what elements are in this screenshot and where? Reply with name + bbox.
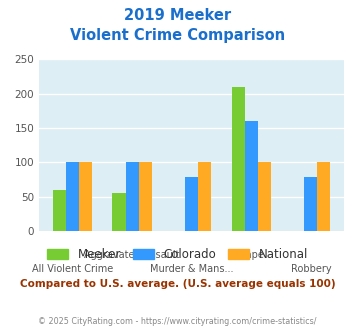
Text: Rape: Rape (239, 250, 264, 260)
Text: 2019 Meeker: 2019 Meeker (124, 8, 231, 23)
Bar (79, 162, 92, 231)
Text: © 2025 CityRating.com - https://www.cityrating.com/crime-statistics/: © 2025 CityRating.com - https://www.city… (38, 317, 317, 326)
Text: Murder & Mans...: Murder & Mans... (150, 264, 234, 274)
Bar (198, 162, 211, 231)
Bar (139, 162, 152, 231)
Bar (317, 162, 331, 231)
Text: Compared to U.S. average. (U.S. average equals 100): Compared to U.S. average. (U.S. average … (20, 279, 335, 289)
Bar (126, 162, 139, 231)
Text: All Violent Crime: All Violent Crime (32, 264, 113, 274)
Bar (304, 178, 317, 231)
Bar (185, 178, 198, 231)
Bar (66, 162, 79, 231)
Text: Robbery: Robbery (290, 264, 331, 274)
Bar (245, 121, 258, 231)
Text: Aggravated Assault: Aggravated Assault (84, 250, 180, 260)
Legend: Meeker, Colorado, National: Meeker, Colorado, National (42, 244, 313, 266)
Text: Violent Crime Comparison: Violent Crime Comparison (70, 28, 285, 43)
Bar (258, 162, 271, 231)
Bar (113, 193, 126, 231)
Bar (53, 190, 66, 231)
Bar (231, 87, 245, 231)
